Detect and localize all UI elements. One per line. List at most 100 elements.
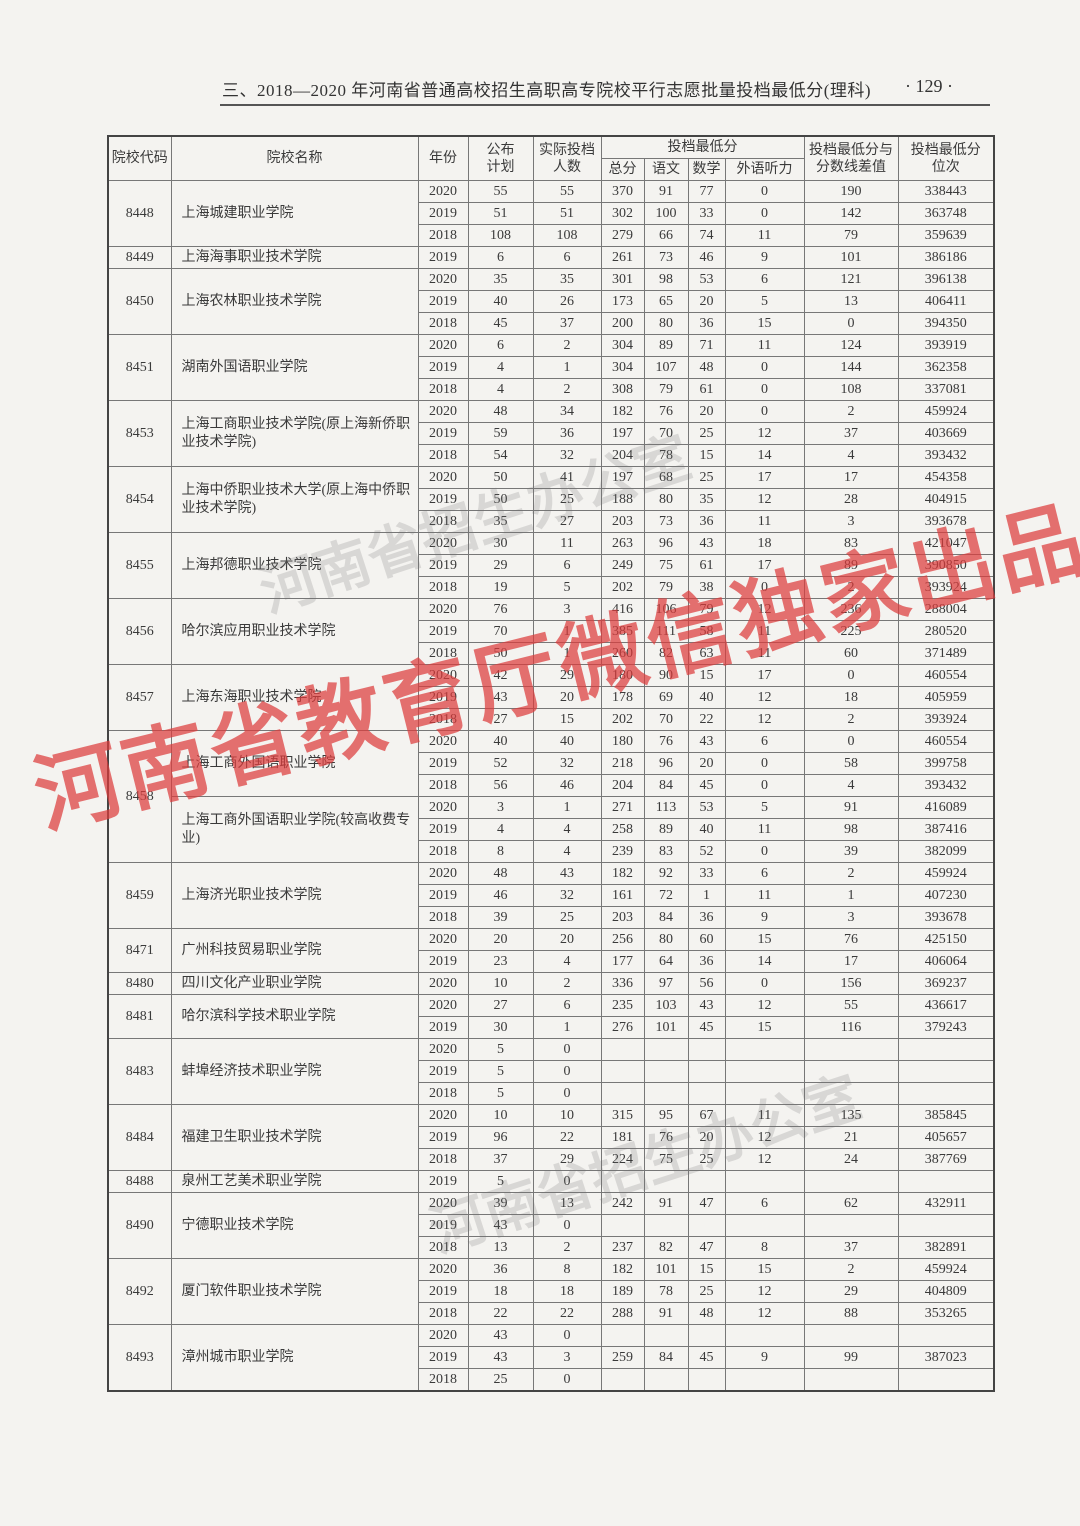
- school-code: 8492: [107, 1258, 172, 1325]
- cell-plan: 50: [467, 642, 534, 665]
- school-code: 8450: [107, 268, 172, 335]
- cell-chinese: 95: [643, 1104, 689, 1127]
- cell-total: 182: [600, 862, 645, 885]
- cell-year: 2019: [417, 202, 469, 225]
- cell-chinese: 70: [643, 708, 689, 731]
- cell-listening: 6: [724, 268, 805, 291]
- cell-actual: 36: [532, 422, 602, 445]
- cell-listening: 11: [724, 510, 805, 533]
- cell-math: 25: [687, 422, 726, 445]
- cell-math: 20: [687, 290, 726, 313]
- cell-diff: 62: [803, 1192, 899, 1215]
- cell-actual: 0: [532, 1368, 602, 1392]
- cell-total: 202: [600, 708, 645, 731]
- cell-chinese: 100: [643, 202, 689, 225]
- cell-chinese: 80: [643, 312, 689, 335]
- cell-listening: 14: [724, 444, 805, 467]
- table-row: 2019 70 1 385 111 58 11 225 280520: [108, 620, 995, 643]
- cell-actual: 32: [532, 752, 602, 775]
- cell-chinese: 66: [643, 224, 689, 247]
- cell-diff: [803, 1038, 899, 1061]
- cell-chinese: 65: [643, 290, 689, 313]
- cell-year: 2019: [417, 950, 469, 973]
- cell-math: [687, 1214, 726, 1237]
- cell-chinese: 79: [643, 378, 689, 401]
- cell-year: 2018: [417, 576, 469, 599]
- cell-diff: 142: [803, 202, 899, 225]
- cell-year: 2019: [417, 884, 469, 907]
- cell-math: 20: [687, 400, 726, 423]
- cell-math: 25: [687, 1280, 726, 1303]
- cell-year: 2018: [417, 840, 469, 863]
- cell-year: 2020: [417, 400, 469, 423]
- school-name: 宁德职业技术学院: [170, 1192, 419, 1259]
- cell-listening: 9: [724, 246, 805, 269]
- cell-listening: 0: [724, 840, 805, 863]
- cell-listening: 17: [724, 466, 805, 489]
- cell-plan: 45: [467, 312, 534, 335]
- cell-plan: 5: [467, 1170, 534, 1193]
- cell-listening: 6: [724, 1192, 805, 1215]
- cell-actual: 22: [532, 1302, 602, 1325]
- cell-listening: 5: [724, 290, 805, 313]
- cell-listening: 12: [724, 708, 805, 731]
- cell-math: 1: [687, 884, 726, 907]
- table-row: 8449 上海海事职业技术学院 2019 6 6 261 73 46 9 101 386186: [107, 246, 995, 269]
- cell-diff: 17: [803, 466, 899, 489]
- table-row: 8451 湖南外国语职业学院 2020 6 2 304 89 71 11 124 393919: [107, 334, 995, 401]
- cell-total: 263: [600, 532, 645, 555]
- header-rank: 投档最低分位次: [897, 135, 995, 181]
- table-row: 2019 29 6 249 75 61 17 89 390850: [108, 554, 995, 577]
- cell-diff: 116: [803, 1016, 899, 1039]
- cell-plan: 27: [467, 708, 534, 731]
- cell-rank: 363748: [897, 202, 995, 225]
- cell-diff: 1: [803, 884, 899, 907]
- cell-rank: 393924: [897, 576, 995, 599]
- cell-plan: 108: [467, 224, 534, 247]
- cell-listening: 11: [724, 884, 805, 907]
- cell-plan: 43: [467, 1324, 534, 1347]
- header-actual: 实际投档人数: [532, 135, 602, 181]
- cell-listening: 12: [724, 1148, 805, 1171]
- cell-rank: 362358: [897, 356, 995, 379]
- cell-year: 2019: [417, 620, 469, 643]
- cell-diff: 101: [803, 246, 899, 269]
- cell-rank: [897, 1214, 995, 1237]
- school-name: 湖南外国语职业学院: [170, 334, 419, 401]
- cell-plan: 29: [467, 554, 534, 577]
- cell-year: 2018: [417, 1368, 469, 1392]
- cell-year: 2020: [417, 730, 469, 753]
- table-row: 2018 25 0: [108, 1368, 995, 1392]
- cell-year: 2019: [417, 686, 469, 709]
- cell-rank: 432911: [897, 1192, 995, 1215]
- school-name: 上海邦德职业技术学院: [170, 532, 419, 599]
- cell-rank: 393924: [897, 708, 995, 731]
- cell-year: 2019: [417, 752, 469, 775]
- cell-diff: 2: [803, 708, 899, 731]
- cell-total: 204: [600, 774, 645, 797]
- cell-year: 2020: [417, 1258, 469, 1281]
- cell-math: 48: [687, 1302, 726, 1325]
- cell-plan: 96: [467, 1126, 534, 1149]
- cell-actual: 6: [532, 994, 602, 1017]
- cell-year: 2018: [417, 906, 469, 929]
- cell-total: [600, 1060, 645, 1083]
- cell-total: 235: [600, 994, 645, 1017]
- cell-chinese: 103: [643, 994, 689, 1017]
- cell-chinese: 83: [643, 840, 689, 863]
- table-row: 2018 37 29 224 75 25 12 24 387769: [108, 1148, 995, 1171]
- cell-chinese: 75: [643, 1148, 689, 1171]
- table-row: 8484 福建卫生职业技术学院 2020 10 10 315 95 67 11 135 385845: [107, 1104, 995, 1171]
- cell-diff: 24: [803, 1148, 899, 1171]
- cell-actual: 11: [532, 532, 602, 555]
- cell-total: 202: [600, 576, 645, 599]
- cell-plan: 40: [467, 290, 534, 313]
- cell-year: 2020: [417, 664, 469, 687]
- table-row: 8492 厦门软件职业技术学院 2020 36 8 182 101 15 15 2 459924: [107, 1258, 995, 1325]
- cell-chinese: 111: [643, 620, 689, 643]
- cell-plan: 22: [467, 1302, 534, 1325]
- cell-diff: 58: [803, 752, 899, 775]
- cell-math: 15: [687, 664, 726, 687]
- cell-chinese: 68: [643, 466, 689, 489]
- header-year: 年份: [417, 135, 469, 181]
